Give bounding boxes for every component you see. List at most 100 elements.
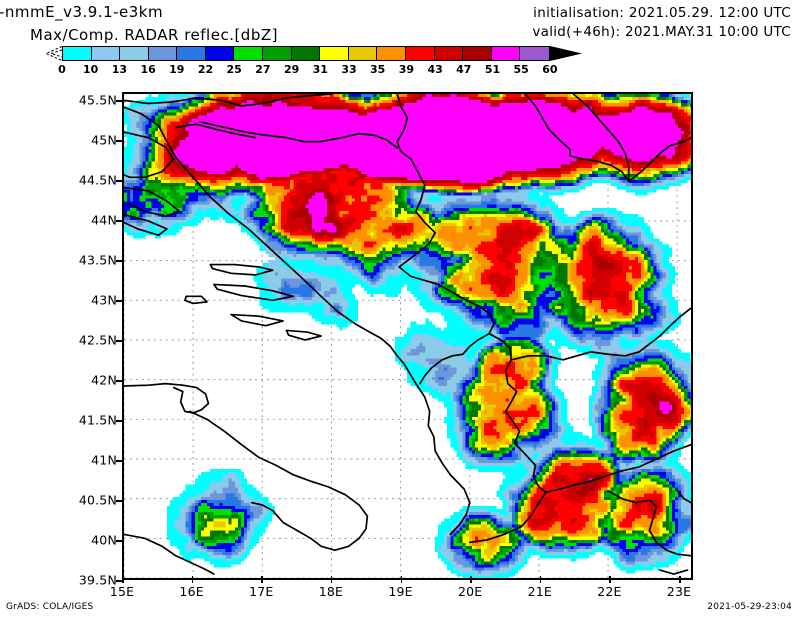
y-axis-label-40.5N: 40.5N <box>78 492 117 508</box>
y-axis-tick-44N <box>116 220 123 222</box>
map-outline-28 <box>659 569 689 575</box>
y-axis-tick-41.5N <box>116 420 123 422</box>
y-axis-label-42.5N: 42.5N <box>78 332 117 348</box>
map-outline-3 <box>124 106 471 536</box>
y-axis-labels: 45.5N 45N 44.5N 44N 43.5N 43N 42.5N 42N 41.5N 41N… <box>60 92 117 588</box>
x-axis-tick-22E <box>609 576 611 583</box>
radar-bin-22dbz <box>124 94 691 568</box>
x-axis-tick-20E <box>470 576 472 583</box>
colorbar-swatch-0 <box>63 47 92 60</box>
colorbar-tick-33: 33 <box>341 63 357 76</box>
colorbar-tick-39: 39 <box>398 63 415 76</box>
y-axis-label-41N: 41N <box>91 452 117 468</box>
footer-timestamp: 2021-05-29-23:04 <box>707 602 792 612</box>
colorbar-tick-51: 51 <box>484 63 501 76</box>
map-outline-22 <box>510 307 691 361</box>
map-outline-1 <box>124 186 181 218</box>
x-axis-tick-23E <box>679 576 681 583</box>
map-outline-2 <box>124 213 168 237</box>
y-axis-label-43.5N: 43.5N <box>78 252 117 268</box>
colorbar-swatch-19 <box>177 47 206 60</box>
colorbar: 0 10 13 16 19 22 25 27 29 31 33 35 39 43 47 51 55 60 <box>45 46 582 76</box>
y-axis-tick-42.5N <box>116 340 123 342</box>
map-outline-27 <box>676 489 691 504</box>
colorbar-swatch-10 <box>91 47 121 60</box>
map-outline-15 <box>396 94 412 160</box>
colorbar-swatch-22 <box>205 47 235 60</box>
colorbar-swatch-39 <box>405 47 435 60</box>
radar-bin-0dbz <box>124 94 691 578</box>
colorbar-tick-22: 22 <box>197 63 214 76</box>
colorbar-tick-29: 29 <box>283 63 300 76</box>
colorbar-swatch-35 <box>377 47 406 60</box>
colorbar-tick-25: 25 <box>226 63 242 76</box>
y-axis-label-42N: 42N <box>91 372 117 388</box>
map-outline-20 <box>468 491 547 544</box>
colorbar-tick-60: 60 <box>542 63 558 76</box>
initialisation-time: initialisation: 2021.05.29. 12:00 UTC <box>533 5 791 21</box>
colorbar-swatch-55 <box>520 47 549 60</box>
colorbar-swatch-27 <box>263 47 292 60</box>
map-outline-26 <box>607 489 691 557</box>
map-outline-8 <box>285 329 322 341</box>
colorbar-swatch-47 <box>463 47 492 60</box>
x-axis-tick-15E <box>122 576 124 583</box>
map-outline-16 <box>398 158 437 268</box>
colorbar-tick-55: 55 <box>513 63 529 76</box>
x-axis-label-15E: 15E <box>109 584 135 599</box>
x-axis-tick-21E <box>539 576 542 583</box>
colorbar-swatch-31 <box>320 47 349 60</box>
radar-echo-layer <box>124 94 691 578</box>
colorbar-tick-0: 0 <box>58 63 66 76</box>
radar-bin-19dbz <box>124 94 691 571</box>
x-axis-label-17E: 17E <box>249 584 274 599</box>
colorbar-swatch-16 <box>148 47 178 60</box>
colorbar-tick-35: 35 <box>370 63 386 76</box>
map-outline-6 <box>184 295 208 305</box>
y-axis-label-40N: 40N <box>91 532 117 548</box>
radar-bin-51dbz <box>173 94 685 482</box>
radar-reflectivity-canvas <box>124 94 691 578</box>
map-outline-11 <box>124 533 215 575</box>
model-title: f-nmmE_v3.9.1-e3km <box>0 3 164 21</box>
x-axis-tick-16E <box>191 576 194 583</box>
y-axis-tick-39.5N <box>116 580 123 582</box>
map-outline-18 <box>419 353 464 385</box>
colorbar-title: Max/Comp. RADAR reflec.[dbZ] <box>30 26 278 44</box>
map-outline-19 <box>488 332 547 494</box>
map-outline-5 <box>213 283 295 302</box>
x-axis-label-22E: 22E <box>597 584 622 599</box>
radar-bin-10dbz <box>124 94 691 577</box>
colorbar-tick-43: 43 <box>427 63 443 76</box>
x-axis-labels: 15E 16E 17E 18E 19E 20E 21E 22E 23E <box>110 582 693 602</box>
colorbar-swatch-25 <box>234 47 264 60</box>
y-axis-tick-43N <box>116 300 123 302</box>
y-axis-label-39.5N: 39.5N <box>78 572 117 588</box>
x-axis-label-18E: 18E <box>318 584 344 599</box>
colorbar-swatch-13 <box>120 47 149 60</box>
colorbar-swatch-33 <box>348 47 378 60</box>
map-outline-24 <box>569 94 630 183</box>
y-axis-tick-43.5N <box>116 260 123 262</box>
colorbar-tick-19: 19 <box>169 63 185 76</box>
y-axis-tick-40.5N <box>116 500 123 502</box>
colorbar-swatch-43 <box>434 47 464 60</box>
y-axis-tick-44.5N <box>116 180 123 182</box>
map-outline-21 <box>544 443 691 494</box>
colorbar-tick-47: 47 <box>456 63 472 76</box>
x-axis-label-23E: 23E <box>666 584 692 599</box>
colorbar-tick-27: 27 <box>255 63 271 76</box>
y-axis-label-45N: 45N <box>91 132 117 148</box>
colorbar-strip <box>62 46 550 61</box>
y-axis-tick-42N <box>116 380 123 382</box>
y-axis-tick-45N <box>116 140 123 142</box>
y-axis-tick-41N <box>116 460 123 462</box>
colorbar-tick-labels: 0 10 13 16 19 22 25 27 29 31 33 35 39 43 47 51 55 60 <box>58 61 557 76</box>
y-axis-label-44.5N: 44.5N <box>78 172 117 188</box>
map-outline-9 <box>124 382 210 414</box>
x-axis-label-16E: 16E <box>179 584 204 599</box>
y-axis-label-41.5N: 41.5N <box>78 412 117 428</box>
y-axis-label-43N: 43N <box>91 292 117 308</box>
footer-credit: GrADS: COLA/IGES <box>6 602 94 612</box>
